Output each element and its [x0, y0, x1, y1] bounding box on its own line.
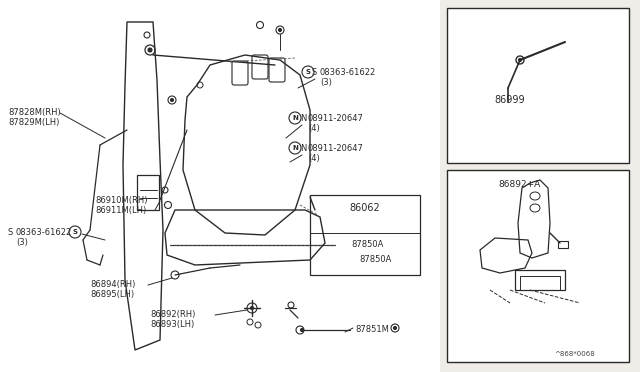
Circle shape — [170, 99, 173, 102]
Bar — [558, 241, 568, 248]
Circle shape — [518, 58, 522, 61]
Text: N: N — [292, 115, 298, 121]
Text: S: S — [72, 229, 77, 235]
Circle shape — [301, 328, 303, 331]
Text: 08911-20647
(4): 08911-20647 (4) — [308, 114, 364, 134]
Text: 87850A: 87850A — [360, 255, 392, 264]
Text: 86892(RH): 86892(RH) — [150, 310, 195, 319]
Text: N: N — [300, 144, 307, 153]
Text: ^868*0068: ^868*0068 — [554, 351, 595, 357]
Text: N: N — [300, 114, 307, 123]
Text: 08363-61622
(3): 08363-61622 (3) — [16, 228, 72, 247]
Text: 86893(LH): 86893(LH) — [150, 320, 195, 329]
Text: S: S — [8, 228, 13, 237]
Bar — [137, 175, 159, 210]
Bar — [520, 276, 560, 290]
Text: 86892+A: 86892+A — [498, 180, 540, 189]
Text: S: S — [305, 69, 310, 75]
Text: 08911-20647
(4): 08911-20647 (4) — [308, 144, 364, 163]
Text: 87828M(RH): 87828M(RH) — [8, 108, 61, 117]
Circle shape — [250, 307, 253, 310]
Bar — [447, 170, 629, 362]
Text: 86910M(RH): 86910M(RH) — [95, 196, 147, 205]
Bar — [310, 195, 420, 275]
Text: 86999: 86999 — [495, 95, 525, 105]
Text: 08363-61622
(3): 08363-61622 (3) — [320, 68, 376, 87]
Circle shape — [278, 29, 282, 32]
Text: 87829M(LH): 87829M(LH) — [8, 118, 60, 127]
Text: 86911M(LH): 86911M(LH) — [95, 206, 147, 215]
Bar — [515, 270, 565, 290]
Text: S: S — [312, 68, 317, 77]
Bar — [0, 0, 440, 372]
Circle shape — [394, 327, 397, 330]
Text: 86894(RH): 86894(RH) — [90, 280, 136, 289]
Text: N: N — [292, 145, 298, 151]
Circle shape — [148, 48, 152, 52]
Text: 87850A: 87850A — [352, 240, 384, 249]
Text: 86895(LH): 86895(LH) — [90, 290, 134, 299]
Text: 86062: 86062 — [349, 203, 380, 213]
Text: 87851M: 87851M — [355, 325, 389, 334]
Bar — [447, 8, 629, 163]
